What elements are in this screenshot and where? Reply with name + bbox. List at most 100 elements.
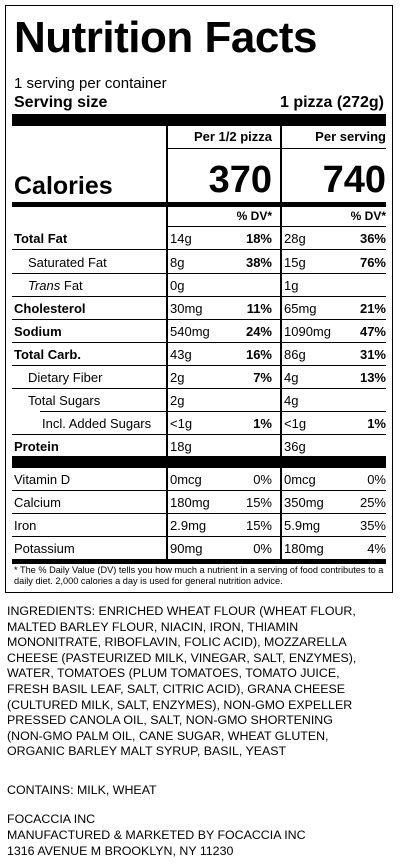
nutrient-dv-half: 18% — [245, 231, 272, 246]
calories-full: 740 — [322, 159, 386, 201]
vitamin-dv-full: 35% — [359, 518, 386, 533]
ingredients-line: MALTED BARLEY FLOUR, NIACIN, IRON, THIAM… — [7, 619, 299, 634]
row-rule — [12, 249, 386, 250]
ingredients-line: FRESH BASIL LEAF, SALT, CITRIC ACID), GR… — [7, 681, 346, 696]
dv-header-half: % DV* — [236, 209, 272, 223]
vitamin-dv-full: 4% — [367, 541, 386, 556]
allergen-statement: CONTAINS: MILK, WHEAT — [7, 783, 157, 797]
manufacturer-line: MANUFACTURED & MARKETED BY FOCACCIA INC — [7, 828, 306, 842]
vitamin-amount-half: 90mg — [170, 541, 203, 556]
nutrient-amount-half: 43g — [170, 347, 192, 362]
nutrient-amount-half: 0g — [170, 278, 185, 293]
nutrient-amount-full: 1g — [284, 278, 299, 293]
ingredients-line: CHEESE (PASTEURIZED MILK, VINEGAR, SALT,… — [7, 650, 357, 665]
nutrient-amount-full: 36g — [284, 439, 306, 454]
nutrient-name: Sodium — [14, 324, 62, 339]
trans-word: Trans — [28, 278, 61, 293]
vitamin-dv-full: 0% — [367, 472, 386, 487]
ingredients-line: WATER, TOMATOES (PLUM TOMATOES, TOMATO J… — [7, 666, 340, 681]
row-rule — [12, 536, 386, 537]
label-title: Nutrition Facts — [14, 13, 317, 62]
nutrient-name: Total Fat — [14, 231, 68, 246]
nutrient-amount-half: 30mg — [170, 301, 203, 316]
nutrient-dv-half: 24% — [245, 324, 272, 339]
nutrient-dv-full: 21% — [359, 301, 386, 316]
thick-divider — [12, 456, 386, 468]
nutrient-amount-full: 4g — [284, 393, 299, 408]
nutrient-amount-half: 2g — [170, 393, 185, 408]
col-full-header: Per serving — [315, 129, 386, 144]
nutrient-dv-full: 47% — [359, 324, 386, 339]
vitamin-amount-half: 2.9mg — [170, 518, 207, 533]
nutrient-name: Cholesterol — [14, 301, 86, 316]
col-half-header: Per 1/2 pizza — [193, 129, 272, 144]
vitamin-amount-half: 0mcg — [170, 472, 202, 487]
ingredients-line: ORGANIC BARLEY MALT SYRUP, BASIL, YEAST — [7, 744, 287, 759]
company-name: FOCACCIA INC — [7, 812, 96, 826]
nutrient-dv-half: 1% — [253, 416, 272, 431]
nutrient-amount-full: 28g — [284, 231, 306, 246]
nutrient-amount-half: 18g — [170, 439, 192, 454]
footnote: * The % Daily Value (DV) tells you how m… — [14, 565, 384, 586]
nutrient-amount-half: 540mg — [170, 324, 210, 339]
nutrient-dv-full: 31% — [359, 347, 386, 362]
vitamin-amount-full: 350mg — [284, 495, 324, 510]
nutrient-amount-full: 1090mg — [284, 324, 331, 339]
nutrient-amount-full: <1g — [284, 416, 307, 431]
nutrient-amount-full: 4g — [284, 370, 299, 385]
ingredients-line: PRESSED CANOLA OIL, SALT, NON-GMO SHORTE… — [7, 713, 333, 728]
vitamin-amount-half: 180mg — [170, 495, 210, 510]
nutrient-amount-full: 86g — [284, 347, 306, 362]
row-rule — [12, 513, 386, 514]
dv-header-rule — [168, 226, 386, 227]
header-rule — [168, 148, 386, 149]
nutrient-name: Saturated Fat — [28, 255, 107, 270]
nutrient-dv-half: 38% — [245, 255, 272, 270]
nutrient-dv-full: 76% — [359, 255, 386, 270]
nutrient-name: Dietary Fiber — [28, 370, 103, 385]
vitamin-dv-half: 15% — [245, 518, 272, 533]
vitamin-amount-full: 0mcg — [284, 472, 316, 487]
vitamin-name: Iron — [14, 518, 37, 533]
calories-half: 370 — [208, 159, 272, 201]
row-rule — [12, 342, 386, 343]
row-rule — [12, 388, 386, 389]
nutrient-name: Trans Fat — [28, 279, 83, 292]
row-rule — [12, 273, 386, 274]
nutrient-dv-full: 1% — [367, 416, 386, 431]
nutrient-name: Total Carb. — [14, 347, 81, 362]
ingredients-text: INGREDIENTS: ENRICHED WHEAT FLOUR (WHEAT… — [7, 604, 397, 760]
nutrient-name: Incl. Added Sugars — [42, 416, 152, 431]
vitamin-dv-full: 25% — [359, 495, 386, 510]
nutrient-amount-full: 15g — [284, 255, 306, 270]
serving-size-value: 1 pizza (272g) — [279, 94, 384, 111]
nutrition-facts-label: Nutrition Facts 1 serving per container … — [5, 5, 393, 593]
vitamin-dv-half: 0% — [253, 472, 272, 487]
row-rule — [40, 411, 386, 412]
trans-suffix: Fat — [60, 278, 83, 293]
vitamin-dv-half: 0% — [253, 541, 272, 556]
vitamin-dv-half: 15% — [245, 495, 272, 510]
nutrient-name: Protein — [14, 439, 59, 454]
ingredients-line: MONONITRATE, RIBOFLAVIN, FOLIC ACID), MO… — [7, 635, 347, 650]
company-address: 1316 AVENUE M BROOKLYN, NY 11230 — [7, 844, 234, 858]
calories-divider — [12, 202, 386, 207]
nutrient-amount-half: 2g — [170, 370, 185, 385]
ingredients-line: (NON-GMO PALM OIL, CANE SUGAR, WHEAT GLU… — [7, 728, 329, 743]
vitamin-amount-full: 5.9mg — [284, 518, 321, 533]
row-rule — [12, 434, 386, 435]
nutrient-dv-half: 11% — [246, 301, 272, 316]
row-rule — [12, 319, 386, 320]
nutrient-dv-half: 7% — [253, 370, 272, 385]
nutrient-dv-full: 13% — [359, 370, 386, 385]
thick-divider — [12, 114, 386, 126]
ingredients-line: (CULTURED MILK, SALT, ENZYMES), NON-GMO … — [7, 697, 353, 712]
vitamin-amount-full: 180mg — [284, 541, 324, 556]
nutrient-dv-full: 36% — [359, 231, 386, 246]
row-rule — [12, 296, 386, 297]
nutrient-amount-half: 8g — [170, 255, 185, 270]
nutrient-dv-half: 16% — [245, 347, 272, 362]
nutrient-amount-half: 14g — [170, 231, 192, 246]
vitamin-name: Vitamin D — [14, 472, 71, 487]
nutrient-amount-full: 65mg — [284, 301, 317, 316]
